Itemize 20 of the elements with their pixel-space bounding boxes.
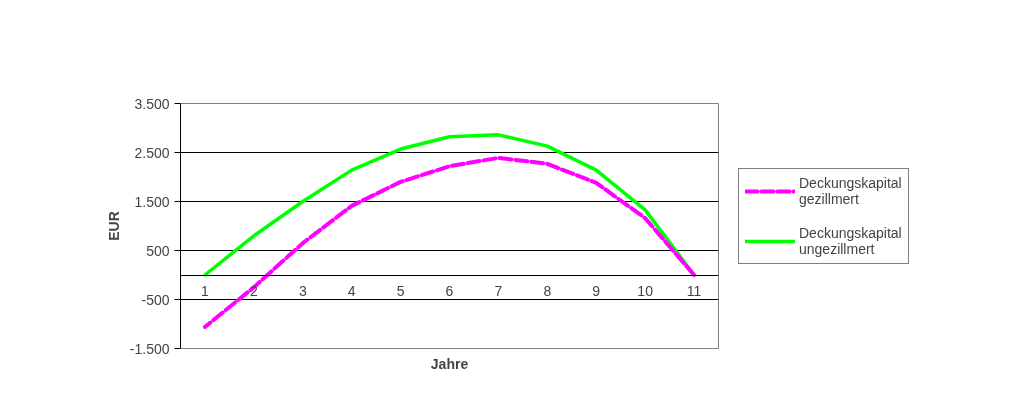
x-tick-label: 7 [494, 283, 503, 299]
x-tick-label: 10 [637, 283, 654, 299]
x-tick-label: 1 [201, 283, 210, 299]
y-tick-label: 3.500 [134, 95, 170, 112]
x-tick-label: 8 [543, 283, 552, 299]
legend-label: Deckungskapital ungezillmert [799, 225, 902, 257]
x-tick-label: 9 [592, 283, 601, 299]
y-axis-title: EUR [105, 211, 122, 241]
x-tick-label: 4 [347, 283, 356, 299]
y-tick-label: 500 [146, 242, 170, 259]
x-tick-label: 3 [298, 283, 307, 299]
x-tick-label: 11 [686, 283, 702, 299]
x-tick-label: 6 [445, 283, 454, 299]
legend-label: Deckungskapital gezillmert [799, 175, 902, 207]
x-axis-title: Jahre [430, 355, 469, 372]
y-tick-label: -500 [141, 291, 170, 308]
y-tick-label: 2.500 [134, 144, 170, 161]
y-tick-label: -1.500 [129, 340, 170, 357]
x-tick-label: 5 [396, 283, 405, 299]
y-tick-label: 1.500 [134, 193, 170, 210]
